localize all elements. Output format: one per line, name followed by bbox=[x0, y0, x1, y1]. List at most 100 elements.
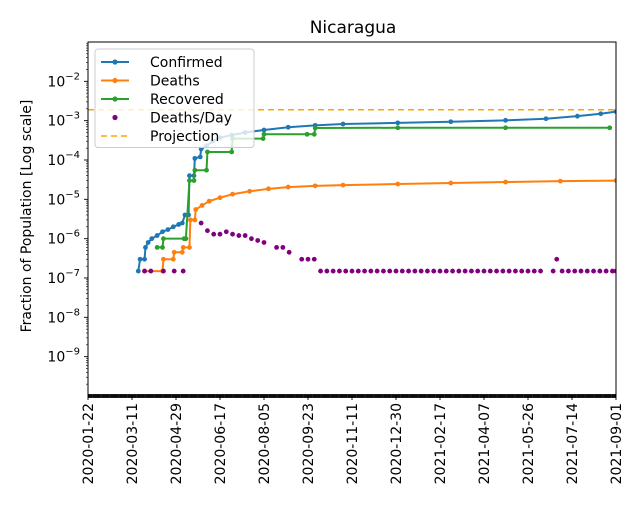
recovered-point bbox=[154, 244, 160, 250]
y-tick-label: 10−4 bbox=[47, 150, 80, 169]
deaths-day-point bbox=[362, 268, 367, 274]
deaths-point bbox=[180, 244, 186, 250]
confirmed-point bbox=[179, 220, 185, 226]
deaths-day-point bbox=[374, 268, 380, 274]
deaths-day-point bbox=[506, 268, 512, 274]
deaths-point bbox=[187, 244, 192, 250]
deaths-day-point bbox=[349, 268, 355, 274]
recovered-point bbox=[261, 131, 267, 137]
confirmed-point bbox=[448, 119, 454, 125]
recovered-point bbox=[311, 131, 317, 137]
deaths-day-point bbox=[211, 231, 217, 237]
deaths-day-point bbox=[286, 249, 292, 255]
confirmed-point bbox=[261, 127, 267, 133]
legend-deaths-day-label: Deaths/Day bbox=[150, 111, 232, 127]
deaths-day-point bbox=[161, 268, 166, 274]
legend-deaths-day-marker bbox=[112, 114, 118, 121]
legend-projection-label: Projection bbox=[150, 129, 219, 145]
deaths-point bbox=[217, 195, 223, 201]
deaths-day-point bbox=[387, 268, 393, 274]
y-axis-label: Fraction of Population [Log scale] bbox=[19, 100, 35, 333]
deaths-day-point bbox=[554, 256, 560, 262]
deaths-day-point bbox=[513, 268, 518, 274]
confirmed-point bbox=[192, 155, 198, 161]
legend-box bbox=[94, 48, 255, 148]
confirmed-point bbox=[503, 117, 508, 123]
confirmed-point bbox=[340, 121, 346, 127]
recovered-point bbox=[183, 236, 189, 242]
deaths-point bbox=[266, 186, 271, 192]
deaths-day-point bbox=[418, 268, 424, 274]
deaths-point bbox=[230, 191, 235, 197]
confirmed-point bbox=[176, 222, 182, 227]
confirmed-point bbox=[187, 173, 192, 179]
y-tick-label: 10−6 bbox=[47, 229, 80, 248]
x-tick-label: 2020-04-29 bbox=[169, 403, 185, 484]
legend-confirmed-label: Confirmed bbox=[150, 55, 223, 71]
deaths-point bbox=[557, 178, 563, 184]
deaths-day-point bbox=[450, 268, 455, 274]
recovered-point bbox=[160, 244, 165, 250]
y-tick-label: 10−3 bbox=[47, 111, 80, 130]
plot-frame bbox=[87, 41, 617, 397]
deaths-day-point bbox=[330, 268, 336, 274]
deaths-point bbox=[171, 249, 177, 255]
deaths-day-point bbox=[613, 268, 616, 274]
recovered-point bbox=[503, 125, 508, 131]
deaths-day-point bbox=[368, 268, 374, 274]
confirmed-point bbox=[395, 120, 401, 126]
deaths-day-point bbox=[249, 236, 254, 242]
deaths-day-point bbox=[393, 268, 399, 274]
recovered-point bbox=[607, 125, 613, 131]
deaths-day-point bbox=[355, 268, 361, 274]
deaths-day-point bbox=[324, 268, 330, 274]
recovered-point bbox=[205, 149, 210, 155]
confirmed-point bbox=[197, 154, 203, 160]
y-ticks: 10−9 10−8 10−7 10−6 10−5 10−4 10−3 10−2 bbox=[47, 71, 88, 366]
deaths-day-point bbox=[425, 268, 430, 274]
chart-title: Nicaragua bbox=[310, 18, 397, 38]
deaths-day-point bbox=[525, 268, 531, 274]
deaths-day-point bbox=[550, 268, 556, 274]
confirmed-point bbox=[574, 113, 580, 119]
y-tick-label: 10−7 bbox=[47, 268, 80, 287]
confirmed-point bbox=[598, 111, 604, 117]
deaths-point bbox=[192, 217, 198, 223]
recovered-point bbox=[204, 167, 209, 173]
deaths-point bbox=[503, 179, 508, 185]
deaths-point bbox=[448, 180, 454, 186]
legend: Confirmed Deaths Recovered Deaths/Day Projec… bbox=[94, 48, 255, 148]
confirmed-point bbox=[170, 224, 176, 230]
deaths-day-point bbox=[318, 268, 323, 274]
y-tick-label: 10−5 bbox=[47, 189, 80, 208]
deaths-day-point bbox=[171, 268, 177, 274]
deaths-point bbox=[187, 217, 193, 223]
x-ticks: 2020-01-22 2020-03-11 2020-04-29 2020-06-17… bbox=[81, 396, 625, 484]
deaths-point bbox=[285, 184, 291, 190]
deaths-point bbox=[199, 203, 205, 208]
deaths-day-point bbox=[198, 220, 204, 226]
x-tick-label: 2021-09-01 bbox=[609, 403, 625, 484]
x-tick-label: 2020-08-05 bbox=[257, 403, 273, 484]
x-tick-label: 2021-02-17 bbox=[433, 403, 449, 484]
confirmed-point bbox=[182, 212, 188, 218]
x-tick-label: 2020-01-22 bbox=[81, 403, 97, 484]
deaths-day-point bbox=[431, 268, 437, 274]
confirmed-point bbox=[145, 240, 151, 245]
y-tick-label: 10−9 bbox=[47, 347, 80, 366]
x-tick-label: 2020-03-11 bbox=[125, 403, 141, 484]
deaths-day-point bbox=[242, 233, 248, 238]
y-tick-label: 10−2 bbox=[47, 71, 80, 90]
deaths-point bbox=[161, 256, 166, 262]
deaths-point bbox=[170, 256, 176, 262]
deaths-point bbox=[312, 183, 318, 189]
x-tick-label: 2021-04-07 bbox=[477, 403, 493, 484]
deaths-day-point bbox=[531, 268, 537, 274]
recovered-point bbox=[161, 236, 166, 242]
recovered-point bbox=[191, 178, 197, 183]
deaths-day-point bbox=[469, 268, 474, 274]
deaths-day-point bbox=[337, 268, 342, 274]
legend-confirmed-marker bbox=[112, 59, 118, 65]
confirmed-point bbox=[543, 116, 549, 122]
y-tick-label: 10−8 bbox=[47, 307, 80, 326]
